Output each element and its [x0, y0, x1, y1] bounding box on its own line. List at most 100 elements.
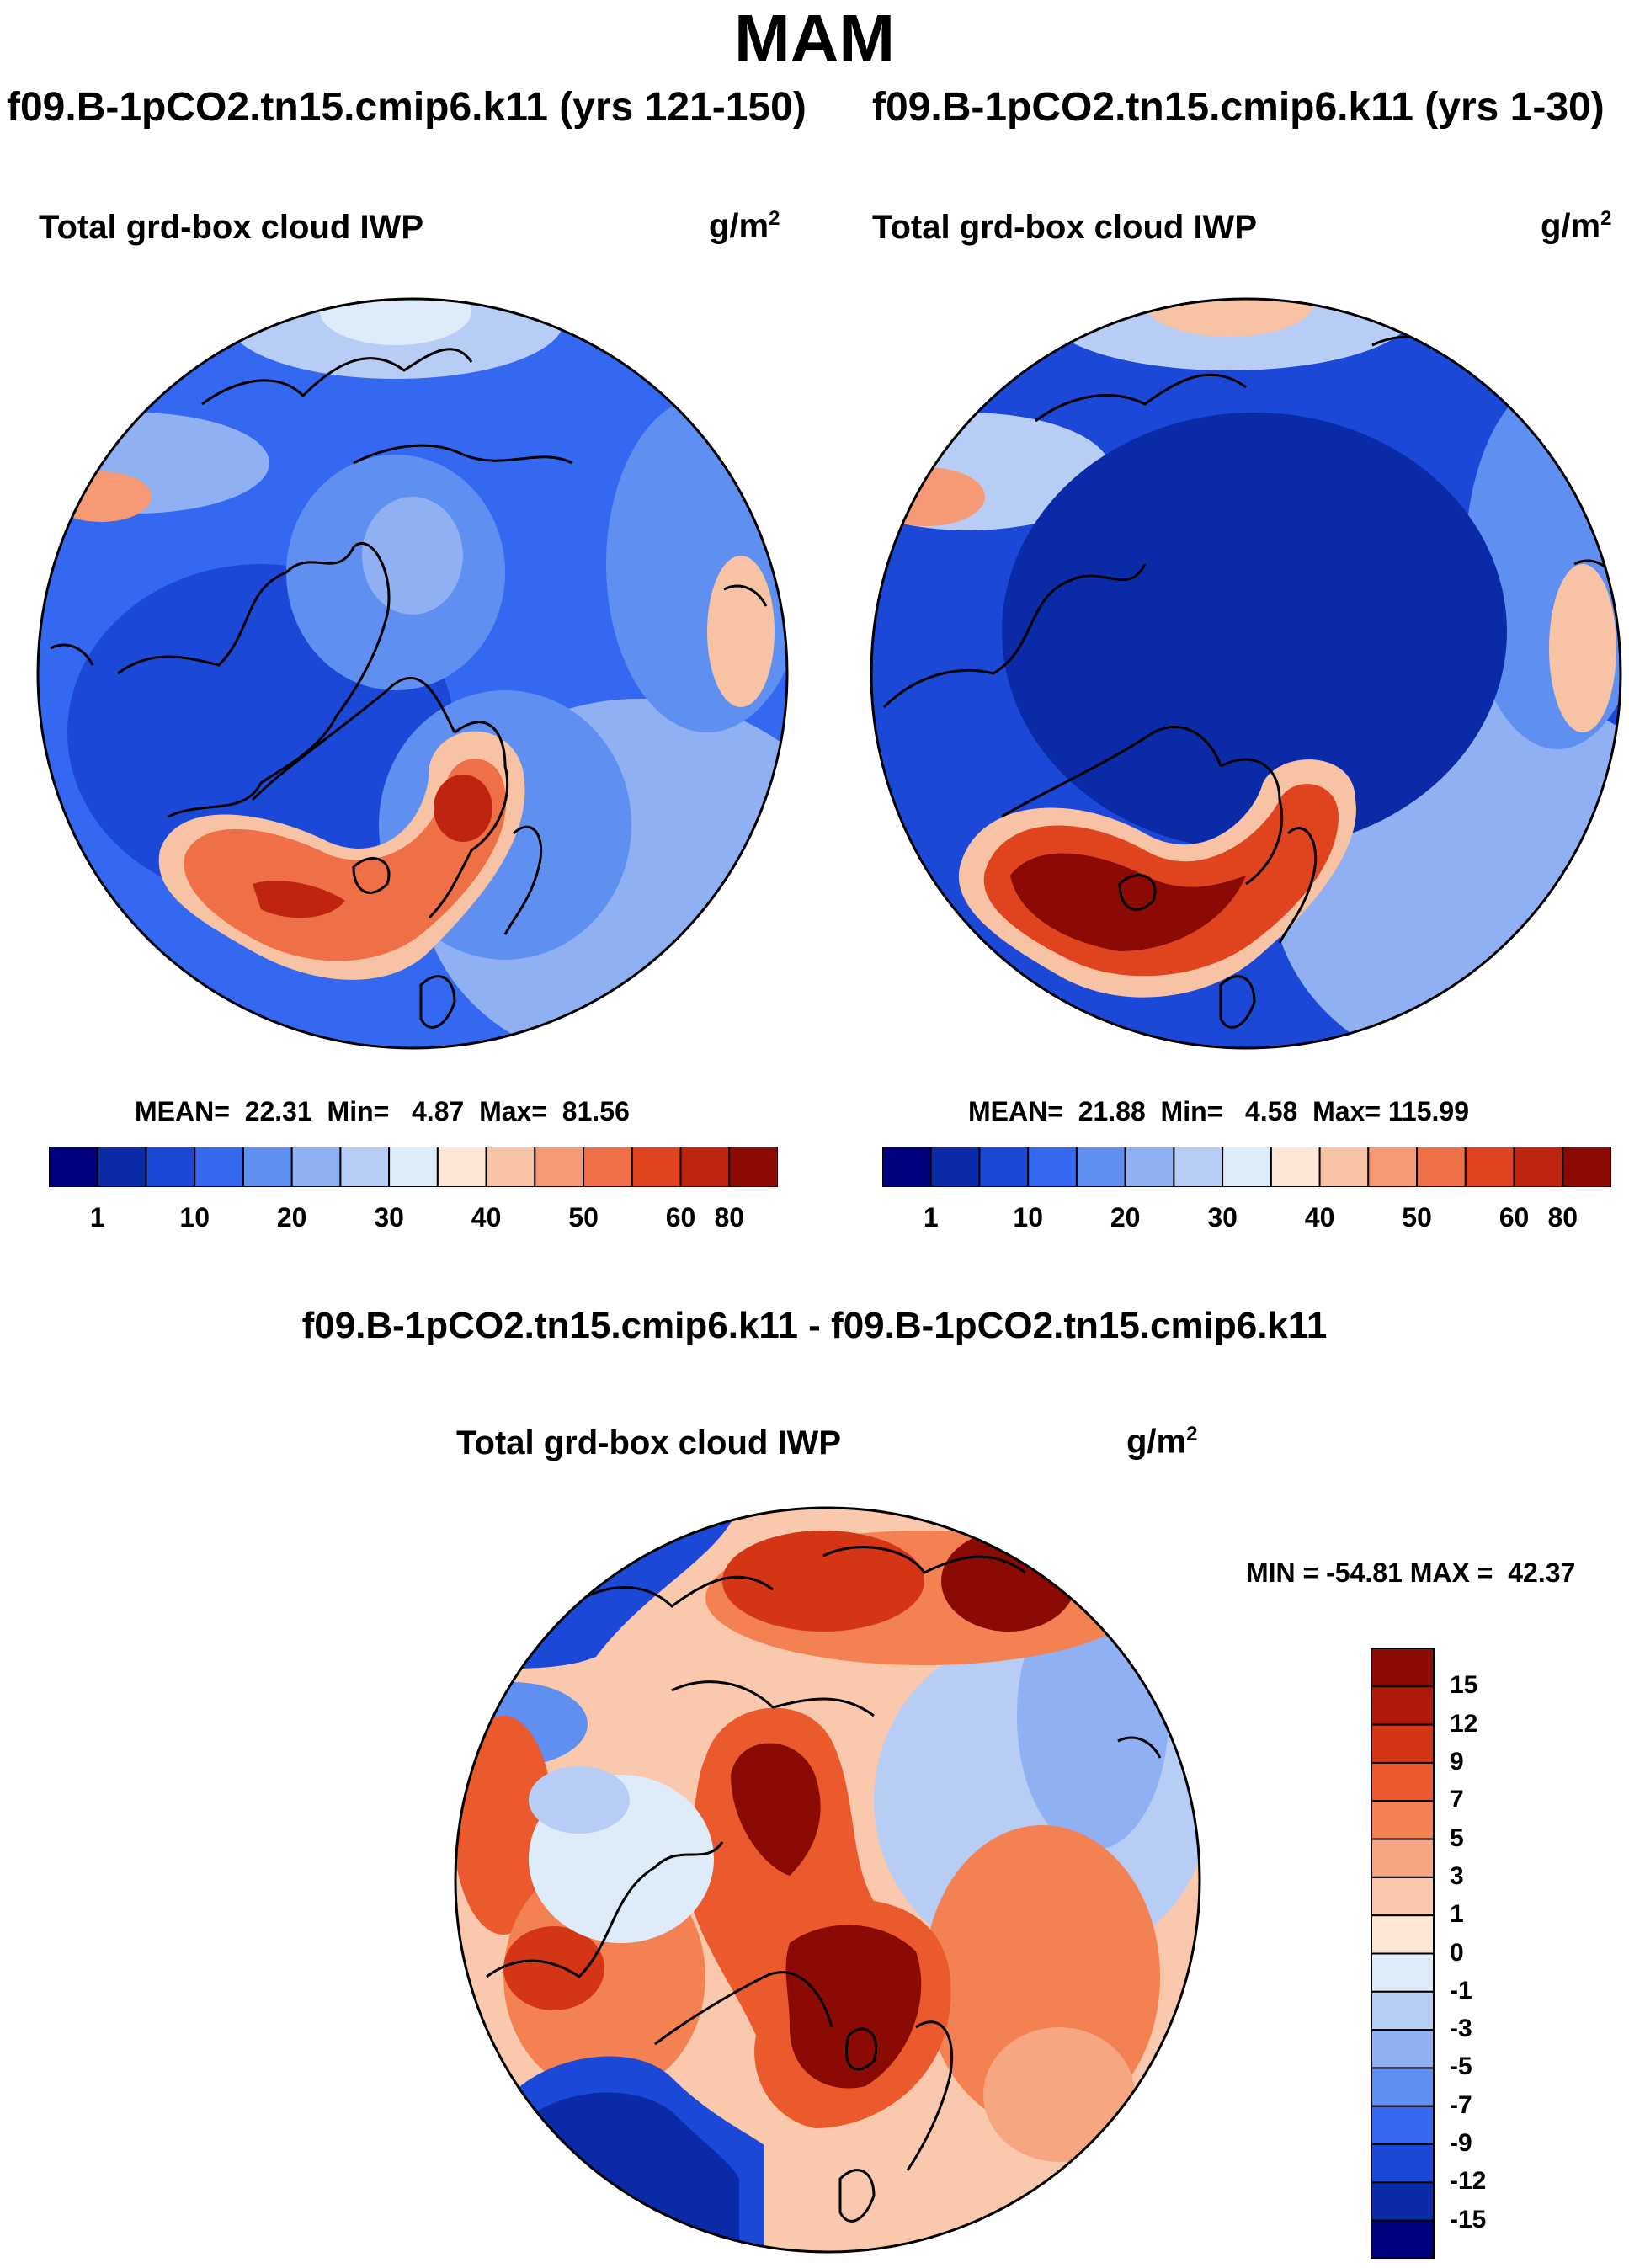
- colorbar-swatch: [882, 1147, 932, 1187]
- diff-colorbar: [1371, 1648, 1435, 2259]
- colorbar-tick-label: 7: [1450, 1786, 1464, 1814]
- coastline: [838, 2169, 876, 2223]
- map-field-patch: [434, 775, 492, 842]
- right-colorbar: [882, 1147, 1611, 1187]
- coastline: [1118, 874, 1157, 911]
- coastline: [428, 721, 509, 919]
- colorbar-swatch: [1222, 1147, 1272, 1187]
- colorbar-tick-label: 40: [471, 1202, 502, 1232]
- colorbar-swatch: [1371, 2219, 1435, 2259]
- colorbar-swatch: [1371, 1648, 1435, 1688]
- coastline: [352, 857, 391, 894]
- map-field-patch: [1549, 564, 1616, 732]
- colorbar-swatch: [1371, 2029, 1435, 2069]
- map-field-patch: [320, 299, 471, 345]
- colorbar-tick-label: 80: [714, 1202, 745, 1232]
- colorbar-swatch: [290, 1147, 342, 1187]
- coastline: [844, 2027, 878, 2071]
- coastline: [1219, 975, 1256, 1029]
- map-field-patch: [253, 881, 345, 918]
- coastline: [1117, 1736, 1162, 1759]
- colorbar-swatch: [583, 1147, 633, 1187]
- colorbar-swatch: [1371, 1761, 1435, 1802]
- colorbar-swatch: [145, 1147, 196, 1187]
- map-field-patch: [722, 1531, 924, 1632]
- left-case-title: f09.B-1pCO2.tn15.cmip6.k11 (yrs 121-150): [7, 85, 807, 130]
- colorbar-tick-label: 12: [1450, 1709, 1478, 1738]
- right-stats: MEAN= 21.88 Min= 4.58 Max= 115.99: [968, 1096, 1469, 1126]
- colorbar-tick-label: 50: [568, 1202, 599, 1232]
- colorbar-swatch: [679, 1147, 731, 1187]
- colorbar-swatch: [1371, 2181, 1435, 2222]
- map-field-patch: [941, 1531, 1076, 1632]
- coastline: [1220, 758, 1284, 886]
- colorbar-tick-label: 30: [1207, 1202, 1238, 1232]
- diff-case-title: f09.B-1pCO2.tn15.cmip6.k11 - f09.B-1pCO2…: [301, 1305, 1328, 1346]
- colorbar-swatch: [1464, 1147, 1515, 1187]
- coastline: [117, 542, 391, 818]
- colorbar-tick-label: -5: [1450, 2052, 1472, 2081]
- colorbar-tick-label: 20: [276, 1202, 307, 1232]
- colorbar-tick-label: 60: [1499, 1202, 1530, 1232]
- colorbar-tick-label: 9: [1450, 1747, 1464, 1776]
- colorbar-swatch: [1371, 1800, 1435, 1840]
- left-polar-map: [36, 297, 789, 1050]
- coastline: [201, 348, 473, 406]
- coastline: [1035, 373, 1247, 423]
- colorbar-swatch: [436, 1147, 487, 1187]
- colorbar-tick-label: 1: [923, 1202, 939, 1232]
- colorbar-tick-label: -7: [1450, 2090, 1472, 2119]
- colorbar-tick-label: -9: [1450, 2129, 1472, 2158]
- left-units: g/m2: [709, 207, 780, 245]
- coastline: [671, 1680, 875, 1717]
- map-field-patch: [51, 471, 152, 522]
- diff-polar-map: [454, 1506, 1201, 2254]
- colorbar-tick-label: -1: [1450, 1976, 1472, 2004]
- coastline: [882, 563, 1147, 709]
- coastline: [906, 2020, 954, 2171]
- colorbar-swatch: [1513, 1147, 1564, 1187]
- colorbar-swatch: [1270, 1147, 1321, 1187]
- left-colorbar: [49, 1147, 778, 1187]
- coastline: [822, 1546, 1026, 1574]
- map-field-patch: [455, 1716, 554, 1935]
- colorbar-swatch: [978, 1147, 1030, 1187]
- left-variable-label: Total grd-box cloud IWP: [39, 209, 423, 246]
- colorbar-tick-label: 1: [1450, 1900, 1464, 1929]
- colorbar-tick-label: 10: [179, 1202, 210, 1232]
- colorbar-tick-label: 80: [1547, 1202, 1578, 1232]
- right-variable-label: Total grd-box cloud IWP: [872, 209, 1257, 246]
- colorbar-tick-label: 0: [1450, 1938, 1464, 1967]
- colorbar-swatch: [631, 1147, 682, 1187]
- colorbar-swatch: [1367, 1147, 1419, 1187]
- right-units: g/m2: [1541, 207, 1612, 245]
- coastline: [723, 584, 768, 607]
- diff-variable-label: Total grd-box cloud IWP: [456, 1424, 841, 1461]
- diff-range-text: MIN = -54.81 MAX = 42.37: [1246, 1557, 1576, 1588]
- colorbar-swatch: [1075, 1147, 1126, 1187]
- coastline: [503, 825, 543, 935]
- map-border: [454, 1506, 1201, 2254]
- colorbar-tick-label: 20: [1110, 1202, 1141, 1232]
- colorbar-swatch: [1371, 1838, 1435, 1878]
- coastline: [654, 1971, 833, 2046]
- colorbar-swatch: [1318, 1147, 1370, 1187]
- colorbar-swatch: [1416, 1147, 1467, 1187]
- colorbar-tick-label: 60: [665, 1202, 696, 1232]
- colorbar-tick-label: 15: [1450, 1671, 1478, 1700]
- colorbar-swatch: [534, 1147, 585, 1187]
- colorbar-tick-label: 50: [1402, 1202, 1432, 1232]
- map-field-patch: [1002, 413, 1507, 850]
- diff-units: g/m2: [1126, 1423, 1198, 1461]
- map-field-patch: [529, 1766, 630, 1834]
- colorbar-swatch: [1371, 1685, 1435, 1726]
- map-field-patch: [1010, 853, 1246, 951]
- colorbar-swatch: [1371, 1952, 1435, 1993]
- colorbar-swatch: [96, 1147, 147, 1187]
- map-field-patch: [785, 1925, 922, 2089]
- colorbar-swatch: [929, 1147, 981, 1187]
- colorbar-swatch: [339, 1147, 391, 1187]
- colorbar-swatch: [1371, 1914, 1435, 1955]
- map-field-patch: [503, 1926, 604, 2010]
- colorbar-tick-label: -12: [1450, 2167, 1487, 2196]
